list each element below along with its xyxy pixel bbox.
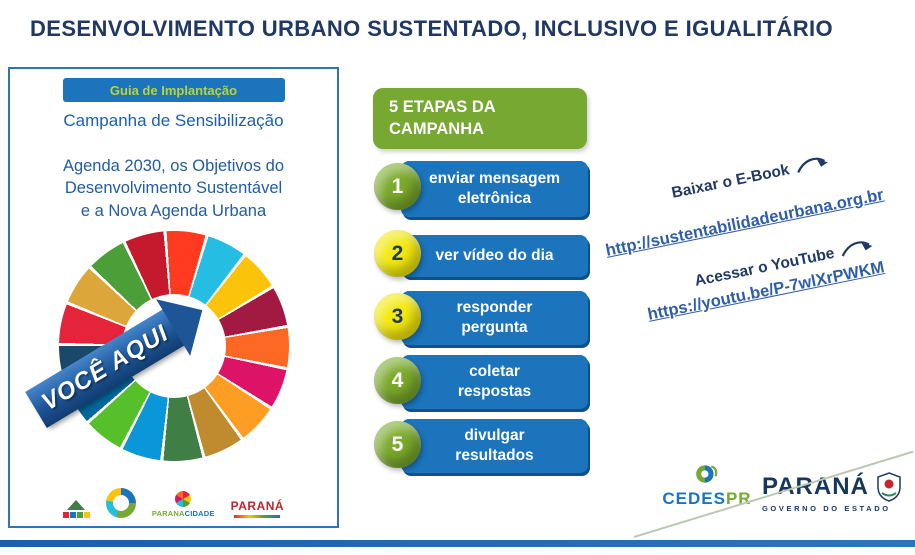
bottom-accent-bar bbox=[0, 540, 915, 547]
paranacidade-star-icon bbox=[175, 491, 192, 507]
step-1-label: enviar mensagem eletrônica bbox=[401, 161, 588, 217]
parana-crest-icon bbox=[877, 472, 901, 502]
parana-gov-name: PARANÁ bbox=[762, 473, 869, 500]
logo-cedespr: CEDESPR bbox=[658, 462, 756, 509]
step-5-label: divulgar resultados bbox=[401, 419, 588, 473]
flyer-logo-row: PARANACIDADE PARANÁ bbox=[10, 472, 337, 518]
color-squares-icon bbox=[62, 512, 90, 518]
parana-color-bar bbox=[234, 515, 281, 518]
etapas-header: 5 ETAPAS DA CAMPANHA bbox=[373, 88, 587, 149]
step-4-number: 4 bbox=[374, 357, 421, 404]
ods-ring-icon bbox=[105, 488, 136, 518]
logo-paranacidade: PARANACIDADE bbox=[152, 491, 215, 518]
step-1-number: 1 bbox=[374, 163, 421, 210]
logo-parana-governo: PARANÁ GOVERNO DO ESTADO bbox=[762, 472, 901, 513]
flyer-header-badge: Guia de Implantação bbox=[62, 78, 285, 102]
parana-red-label: PARANÁ bbox=[230, 499, 285, 513]
youtube-callout: Acessar o YouTube bbox=[693, 236, 875, 292]
logo-godsnau bbox=[62, 500, 90, 518]
paranacidade-label: PARANACIDADE bbox=[151, 509, 215, 518]
step-3-number: 3 bbox=[374, 293, 421, 340]
page-title: DESENVOLVIMENTO URBANO SUSTENTADO, INCLU… bbox=[30, 16, 834, 41]
step-2-number: 2 bbox=[374, 230, 421, 277]
parana-gov-subtitle: GOVERNO DO ESTADO bbox=[762, 504, 891, 513]
step-4-label: coletar respostas bbox=[401, 355, 588, 409]
campaign-flyer: Guia de Implantação Campanha de Sensibil… bbox=[8, 67, 339, 528]
step-3-label: responder pergunta bbox=[401, 291, 588, 345]
logo-ods-round bbox=[105, 488, 136, 518]
building-icon bbox=[67, 500, 86, 510]
cedespr-icon bbox=[696, 465, 718, 483]
logo-parana-red: PARANÁ bbox=[231, 499, 284, 518]
curved-arrow-icon bbox=[841, 241, 873, 257]
step-2-label: ver vídeo do dia bbox=[401, 235, 588, 277]
ebook-callout: Baixar o E-Book bbox=[670, 152, 831, 203]
ebook-callout-label: Baixar o E-Book bbox=[670, 161, 791, 202]
flyer-subtitle: Campanha de Sensibilização bbox=[63, 111, 284, 130]
flyer-body-text: Agenda 2030, os Objetivos do Desenvolvim… bbox=[62, 157, 285, 220]
step-5-number: 5 bbox=[374, 421, 421, 468]
curved-arrow-icon bbox=[796, 157, 828, 173]
